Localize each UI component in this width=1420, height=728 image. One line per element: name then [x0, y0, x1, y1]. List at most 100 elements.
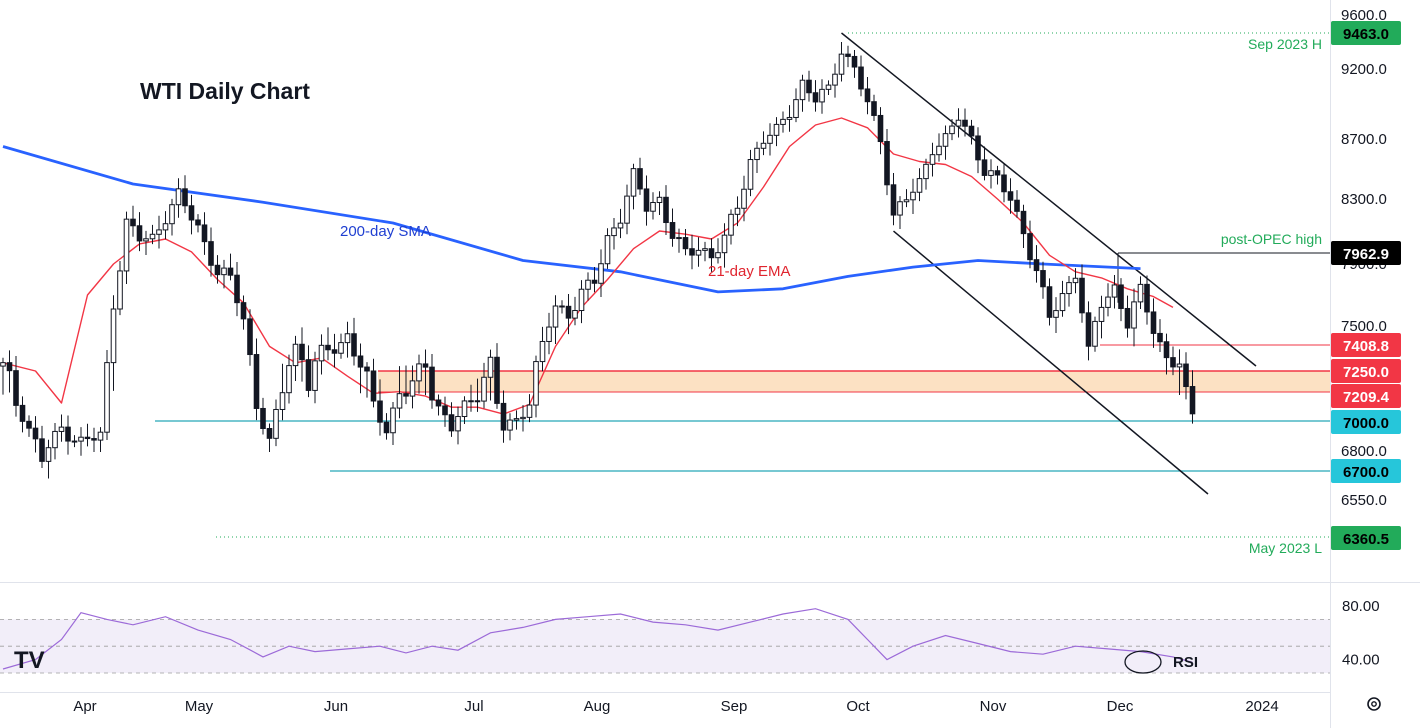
x-tick-label: Dec — [1107, 698, 1134, 715]
candle-body — [266, 428, 273, 439]
settings-gear-icon[interactable] — [1367, 697, 1381, 711]
candle-body — [1092, 320, 1098, 347]
candle — [513, 410, 520, 430]
candle — [682, 228, 689, 256]
candle-body — [377, 400, 383, 423]
candle — [559, 300, 565, 314]
candle — [923, 158, 929, 190]
candle — [370, 358, 377, 408]
candle — [455, 406, 461, 445]
candle-body — [897, 201, 903, 216]
price-tag-label: 7000.0 — [1343, 415, 1389, 432]
candle-body — [1157, 332, 1163, 343]
candle — [169, 198, 175, 236]
candle — [1105, 283, 1111, 317]
candle-body — [988, 170, 994, 176]
candle — [435, 394, 442, 416]
ema21-line — [2, 117, 1174, 415]
candle-body — [1131, 301, 1137, 329]
price-tag: 7209.4 — [1331, 384, 1401, 408]
may-low-label: May 2023 L — [1249, 540, 1322, 556]
candle — [617, 208, 624, 239]
candle — [858, 55, 864, 97]
candle-body — [474, 400, 481, 403]
candle — [188, 194, 195, 235]
candle — [773, 117, 780, 147]
candle-body — [442, 405, 448, 416]
channel-upper — [841, 32, 1257, 367]
candle-body — [1059, 293, 1066, 312]
candle — [728, 209, 734, 245]
candle-body — [240, 302, 247, 320]
price-tag-box — [1331, 384, 1401, 408]
candle — [884, 128, 890, 196]
candle-body — [1007, 191, 1014, 201]
candle-body — [910, 191, 916, 201]
candle — [97, 427, 104, 453]
candle — [136, 212, 143, 252]
candle-body — [32, 427, 39, 440]
candle — [351, 317, 357, 366]
candle — [494, 343, 500, 409]
candle-body — [1118, 284, 1124, 309]
candle-body — [279, 392, 286, 410]
candle — [552, 295, 559, 344]
candle-body — [611, 227, 617, 237]
price-tag-box — [1331, 241, 1401, 265]
candle — [845, 45, 851, 68]
candle — [1001, 164, 1007, 203]
candle — [702, 241, 708, 262]
candle-body — [754, 147, 760, 161]
candle — [221, 259, 227, 289]
candle-body — [890, 184, 897, 216]
candle — [760, 131, 767, 156]
candle-body — [370, 370, 377, 402]
candle — [1189, 370, 1196, 424]
candle — [507, 413, 513, 441]
candle — [52, 423, 58, 460]
candle-body — [845, 53, 851, 57]
candle — [1124, 295, 1131, 338]
candle — [468, 384, 474, 412]
candle-body — [578, 288, 585, 312]
candle-body — [591, 279, 598, 284]
candle — [403, 365, 409, 405]
candle-body — [78, 436, 84, 442]
candle — [799, 74, 806, 112]
tradingview-logo: TV — [14, 647, 45, 674]
candle-body — [1033, 259, 1040, 272]
candle — [1144, 275, 1150, 325]
candle-body — [994, 170, 1001, 176]
candle — [780, 111, 786, 133]
candle — [162, 211, 169, 240]
price-tag: 7962.9 — [1331, 241, 1401, 265]
candle — [422, 349, 429, 396]
candle — [1137, 276, 1144, 309]
candle-body — [741, 188, 747, 209]
sma-label: 200-day SMA — [340, 223, 431, 240]
y-tick-label: 9200.0 — [1341, 61, 1387, 78]
candle — [1053, 297, 1059, 333]
channel-lower — [893, 230, 1209, 495]
candle — [143, 230, 149, 256]
candle — [689, 234, 695, 270]
candle — [715, 238, 721, 264]
candle-body — [39, 438, 45, 462]
candle-body — [0, 362, 6, 367]
candle — [429, 353, 435, 409]
candle — [1157, 319, 1163, 353]
price-tag: 6700.0 — [1331, 459, 1401, 483]
candle-body — [500, 402, 507, 431]
candle — [812, 80, 819, 112]
candle-body — [227, 267, 234, 276]
price-tag: 6360.5 — [1331, 526, 1401, 550]
candle-body — [331, 349, 338, 354]
candle — [819, 79, 825, 114]
candle — [1020, 204, 1027, 248]
y-tick-label: 6800.0 — [1341, 443, 1387, 460]
candle-body — [637, 168, 643, 190]
candle-body — [97, 431, 104, 441]
candle — [487, 349, 494, 401]
candle-body — [455, 416, 461, 432]
